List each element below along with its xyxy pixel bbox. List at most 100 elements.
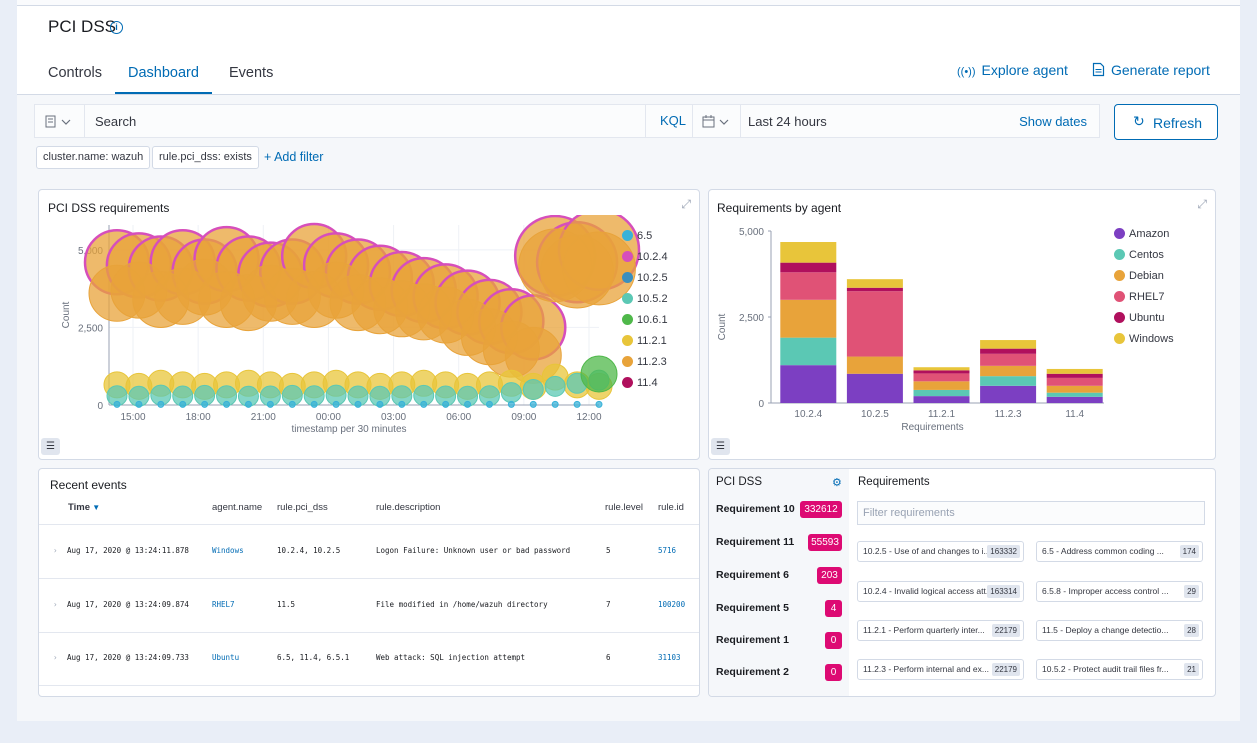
legend-dot <box>1114 291 1125 302</box>
divider <box>39 524 699 525</box>
filter-pill-cluster[interactable]: cluster.name: wazuh <box>36 146 151 169</box>
data-point-6-5 <box>464 400 472 408</box>
search-input[interactable]: Search <box>95 114 137 129</box>
tab-dashboard[interactable]: Dashboard <box>128 65 199 81</box>
bar-segment-debian <box>980 365 1037 377</box>
legend-dot <box>1114 249 1125 260</box>
requirement-card[interactable]: 11.5 - Deploy a change detectio... 28 <box>1036 620 1203 641</box>
requirement-card[interactable]: 10.2.4 - Invalid logical access att... 16… <box>857 581 1024 602</box>
expand-row-icon[interactable]: › <box>53 546 58 555</box>
requirement-card[interactable]: 6.5.8 - Improper access control ... 29 <box>1036 581 1203 602</box>
x-tick-label: 06:00 <box>446 412 471 423</box>
legend-item-amazon[interactable]: Amazon <box>1114 228 1169 240</box>
cell-level: 7 <box>606 600 611 609</box>
cell-rule-id[interactable]: 31103 <box>658 653 681 662</box>
cell-agent[interactable]: RHEL7 <box>212 600 235 609</box>
requirement-card[interactable]: 6.5 - Address common coding ... 174 <box>1036 541 1203 562</box>
requirement-card[interactable]: 11.2.3 - Perform internal and ex... 22179 <box>857 659 1024 680</box>
filter-pill-pci[interactable]: rule.pci_dss: exists <box>152 146 259 169</box>
requirement-card[interactable]: 10.5.2 - Protect audit trail files fr...… <box>1036 659 1203 680</box>
explore-agent-link[interactable]: ((•)) Explore agent <box>957 62 1068 78</box>
requirement-card-count: 174 <box>1179 545 1199 558</box>
saved-query-button[interactable] <box>35 105 85 137</box>
refresh-button[interactable]: ↻ Refresh <box>1114 104 1218 140</box>
legend-item-10-6-1[interactable]: 10.6.1 <box>622 314 668 326</box>
x-tick-label: 18:00 <box>186 412 211 423</box>
requirement-card[interactable]: 11.2.1 - Perform quarterly inter... 22179 <box>857 620 1024 641</box>
legend-item-ubuntu[interactable]: Ubuntu <box>1114 312 1164 324</box>
top-bar <box>17 0 1240 6</box>
cell-pci: 11.5 <box>277 600 296 609</box>
legend-item-11-2-3[interactable]: 11.2.3 <box>622 356 667 368</box>
legend-item-10-2-5[interactable]: 10.2.5 <box>622 272 668 284</box>
legend-item-10-2-4[interactable]: 10.2.4 <box>622 251 668 263</box>
legend-item-10-5-2[interactable]: 10.5.2 <box>622 293 668 305</box>
requirement-card-text: 10.5.2 - Protect audit trail files fr... <box>1042 664 1169 674</box>
cell-description: File modified in /home/wazuh directory <box>376 600 548 609</box>
legend-dot <box>1114 270 1125 281</box>
cell-agent[interactable]: Windows <box>212 546 244 555</box>
legend-item-rhel7[interactable]: RHEL7 <box>1114 291 1164 303</box>
cell-rule-id[interactable]: 100200 <box>658 600 686 609</box>
cell-agent[interactable]: Ubuntu <box>212 653 240 662</box>
column-header-pci[interactable]: rule.pci_dss <box>277 502 328 513</box>
requirement-card-count: 28 <box>1184 624 1199 637</box>
legend-item-centos[interactable]: Centos <box>1114 249 1164 261</box>
column-header-description[interactable]: rule.description <box>376 502 441 513</box>
requirement-card[interactable]: 10.2.5 - Use of and changes to i... 16333… <box>857 541 1024 562</box>
requirement-card-count: 163314 <box>987 585 1020 598</box>
requirement-card-count: 29 <box>1184 585 1199 598</box>
column-header-id[interactable]: rule.id <box>658 502 684 513</box>
legend-item-windows[interactable]: Windows <box>1114 333 1174 345</box>
legend-item-11-4[interactable]: 11.4 <box>622 377 658 389</box>
tab-events[interactable]: Events <box>229 65 274 81</box>
column-header-level[interactable]: rule.level <box>605 502 644 513</box>
cell-level: 5 <box>606 546 611 555</box>
column-header-agent[interactable]: agent.name <box>212 502 263 513</box>
radio-signal-icon: ((•)) <box>957 66 976 78</box>
expand-row-icon[interactable]: › <box>53 600 58 609</box>
data-point-6-5 <box>266 400 274 408</box>
date-range-text[interactable]: Last 24 hours <box>748 114 827 129</box>
requirement-card-count: 163332 <box>987 545 1020 558</box>
quick-date-button[interactable] <box>693 105 741 137</box>
info-icon[interactable]: i <box>110 21 123 34</box>
legend-dot <box>622 335 633 346</box>
requirement-count-badge: 0 <box>825 664 842 681</box>
filter-requirements-input[interactable]: Filter requirements <box>857 501 1205 525</box>
x-axis-title: Requirements <box>901 422 963 433</box>
data-point-6-5 <box>507 400 515 408</box>
bar-segment-centos <box>913 389 970 397</box>
bar-segment-amazon <box>980 385 1037 403</box>
add-filter-button[interactable]: + Add filter <box>264 150 324 164</box>
data-point-6-5 <box>398 400 406 408</box>
expand-row-icon[interactable]: › <box>53 653 58 662</box>
legend-item-6-5[interactable]: 6.5 <box>622 230 652 242</box>
toggle-legend-icon[interactable]: ☰ <box>711 438 730 455</box>
show-dates-button[interactable]: Show dates <box>1019 114 1087 129</box>
legend-label: 10.2.5 <box>637 272 668 284</box>
search-bar: Search KQL <box>34 104 699 138</box>
legend-label: Amazon <box>1129 228 1170 240</box>
calendar-icon <box>702 115 729 128</box>
tab-controls[interactable]: Controls <box>48 65 102 81</box>
bar-segment-rhel7 <box>980 353 1037 366</box>
legend-item-debian[interactable]: Debian <box>1114 270 1164 282</box>
gear-icon[interactable]: ⚙ <box>832 477 842 489</box>
generate-report-link[interactable]: Generate report <box>1092 62 1210 78</box>
y-tick-label: 0 <box>758 399 764 410</box>
toggle-legend-icon[interactable]: ☰ <box>41 438 60 455</box>
legend-label: Windows <box>1129 333 1174 345</box>
requirement-count-badge: 0 <box>825 632 842 649</box>
data-point-10-5-2 <box>500 382 522 404</box>
legend-item-11-2-1[interactable]: 11.2.1 <box>622 335 667 347</box>
bar-segment-rhel7 <box>780 272 837 300</box>
expand-icon[interactable]: ⤢ <box>1197 197 1207 211</box>
cell-rule-id[interactable]: 5716 <box>658 546 677 555</box>
bar-segment-ubuntu <box>780 262 837 273</box>
column-header-time[interactable]: Time ▼ <box>68 502 100 513</box>
data-point-6-5 <box>244 400 252 408</box>
expand-icon[interactable]: ⤢ <box>681 197 691 211</box>
data-point-6-5 <box>179 400 187 408</box>
kql-button[interactable]: KQL <box>645 105 700 137</box>
